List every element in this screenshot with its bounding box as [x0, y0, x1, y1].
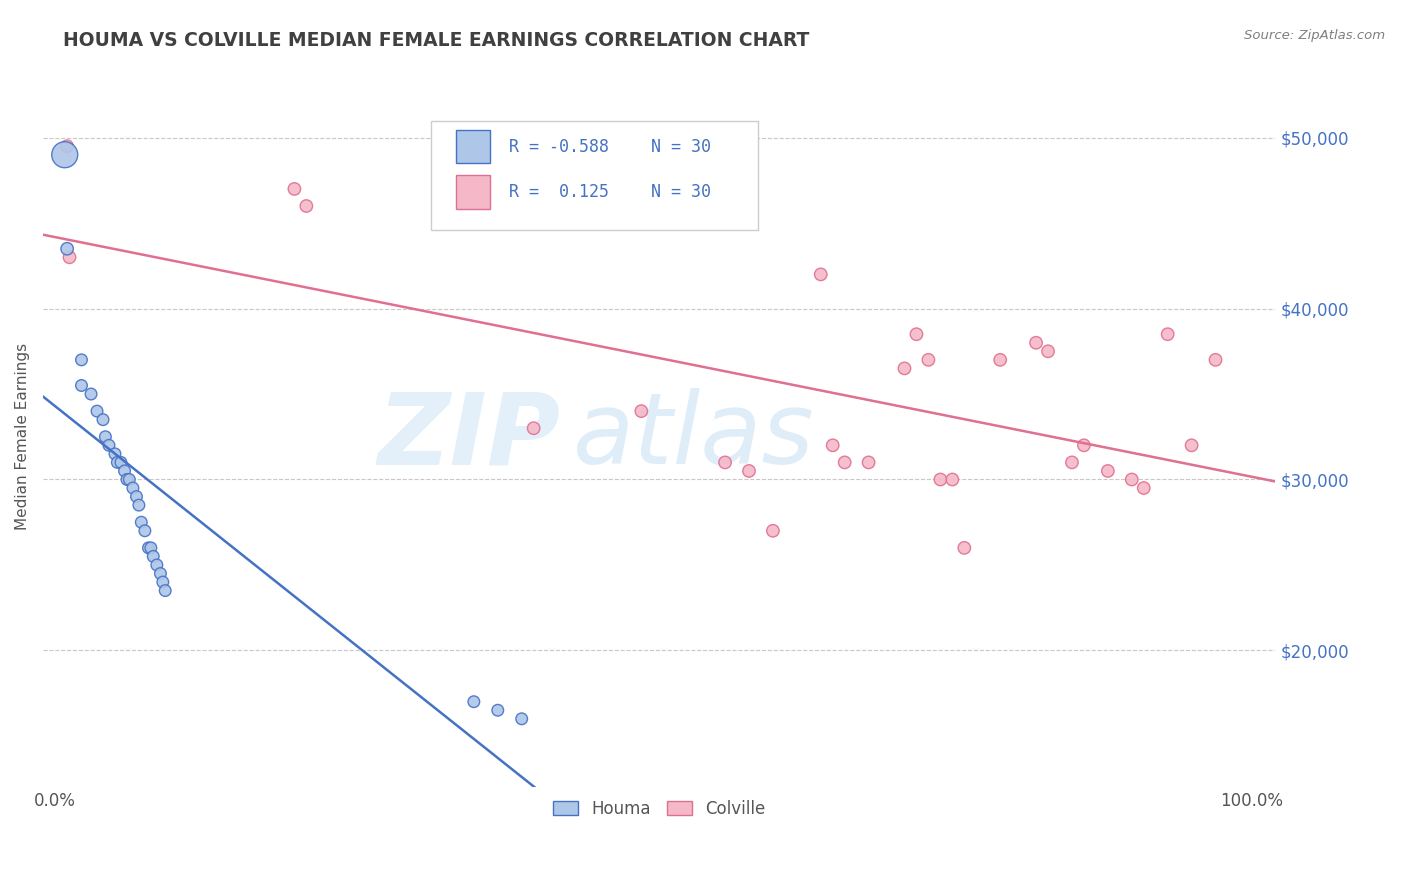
Point [1181, 438, 1204, 452]
Point [118, 473, 141, 487]
Point [630, 404, 652, 418]
Point [56, 242, 79, 256]
Point [134, 524, 156, 538]
Point [523, 421, 546, 435]
Y-axis label: Median Female Earnings: Median Female Earnings [15, 343, 30, 531]
Point [142, 549, 165, 564]
Point [1036, 344, 1059, 359]
Point [988, 352, 1011, 367]
Point [115, 473, 138, 487]
Point [283, 182, 305, 196]
Point [834, 455, 856, 469]
Legend: Houma, Colville: Houma, Colville [546, 793, 772, 824]
Point [810, 268, 832, 282]
Point [762, 524, 785, 538]
Point [91, 412, 114, 426]
Point [138, 541, 160, 555]
Point [714, 455, 737, 469]
Point [125, 490, 148, 504]
Text: atlas: atlas [574, 388, 814, 485]
Point [1060, 455, 1083, 469]
Point [53, 147, 76, 161]
Point [86, 404, 108, 418]
Point [953, 541, 976, 555]
Point [1205, 352, 1227, 367]
Text: Source: ZipAtlas.com: Source: ZipAtlas.com [1244, 29, 1385, 42]
Point [905, 327, 928, 342]
Point [94, 430, 117, 444]
Point [70, 352, 93, 367]
Point [858, 455, 880, 469]
Point [56, 139, 79, 153]
FancyBboxPatch shape [432, 121, 758, 230]
Point [1132, 481, 1154, 495]
Point [129, 515, 152, 529]
Point [155, 583, 177, 598]
Point [1097, 464, 1119, 478]
Point [486, 703, 509, 717]
Point [104, 447, 127, 461]
Point [295, 199, 318, 213]
Text: ZIP: ZIP [378, 388, 561, 485]
Point [929, 473, 952, 487]
Text: HOUMA VS COLVILLE MEDIAN FEMALE EARNINGS CORRELATION CHART: HOUMA VS COLVILLE MEDIAN FEMALE EARNINGS… [63, 31, 810, 50]
Point [122, 481, 145, 495]
Point [152, 575, 174, 590]
Point [893, 361, 915, 376]
Point [463, 695, 485, 709]
Point [941, 473, 963, 487]
Point [149, 566, 172, 581]
Point [1121, 473, 1143, 487]
Point [510, 712, 533, 726]
Text: N = 30: N = 30 [651, 137, 710, 155]
FancyBboxPatch shape [456, 130, 491, 163]
Point [58, 250, 80, 264]
Text: R =  0.125: R = 0.125 [509, 183, 609, 202]
Text: R = -0.588: R = -0.588 [509, 137, 609, 155]
Point [1073, 438, 1095, 452]
Text: N = 30: N = 30 [651, 183, 710, 202]
Point [128, 498, 150, 512]
Point [146, 558, 169, 572]
FancyBboxPatch shape [456, 176, 491, 209]
Point [114, 464, 136, 478]
Point [139, 541, 162, 555]
Point [70, 378, 93, 392]
Point [1156, 327, 1178, 342]
Point [821, 438, 844, 452]
Point [738, 464, 761, 478]
Point [1025, 335, 1047, 350]
Point [917, 352, 939, 367]
Point [80, 387, 103, 401]
Point [110, 455, 132, 469]
Point [105, 455, 128, 469]
Point [98, 438, 121, 452]
